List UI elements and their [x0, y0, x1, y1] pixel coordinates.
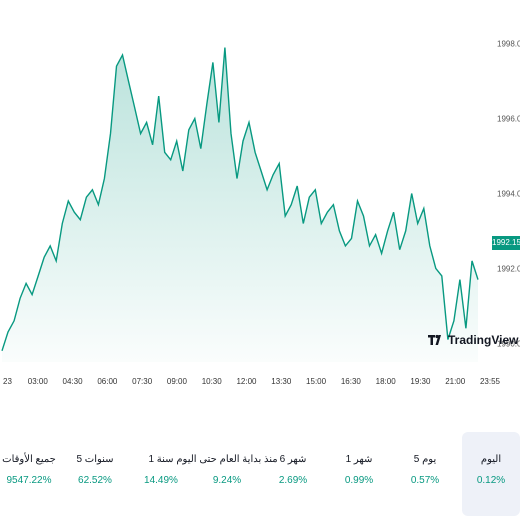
period-change: 0.99% [344, 475, 374, 486]
x-tick-label: 16:30 [341, 377, 362, 386]
price-line [1, 47, 479, 352]
last-price-label: 1992.15 [492, 236, 520, 250]
y-tick-label: 1994.00 [497, 190, 520, 199]
x-tick-label: 04:30 [63, 377, 84, 386]
y-tick-label: 1990.00 [497, 339, 520, 348]
x-tick-label: 13:30 [271, 377, 292, 386]
period-change: 0.12% [476, 475, 506, 486]
y-tick-label: 1992.00 [497, 264, 520, 273]
x-tick-label: 06:00 [97, 377, 118, 386]
tradingview-logo-icon [428, 334, 441, 345]
period-tile[interactable]: 1 سنة 14.49% [132, 432, 190, 516]
period-tile[interactable]: 5 يوم 0.57% [396, 432, 454, 516]
performance-periods: اليوم 0.12% 5 يوم 0.57% 1 شهر 0.99% 6 شهر 2.69%… [0, 432, 520, 517]
period-tile[interactable]: جميع الأوقات 9547.22% [0, 432, 58, 516]
price-chart[interactable]: 1998.00 1996.00 1994.00 1992.00 1990.00 23 03… [0, 0, 520, 395]
x-tick-label: 19:30 [410, 377, 431, 386]
period-tile[interactable]: 1 شهر 0.99% [330, 432, 388, 516]
price-area-fill [2, 47, 478, 362]
period-tile[interactable]: 5 سنوات 62.52% [66, 432, 124, 516]
x-tick-label: 10:30 [202, 377, 223, 386]
period-label: 1 شهر [345, 454, 373, 465]
x-tick-label: 23:55 [480, 377, 501, 386]
chart-svg[interactable]: 1998.00 1996.00 1994.00 1992.00 1990.00 23 03… [0, 0, 520, 395]
x-tick-label: 15:00 [306, 377, 327, 386]
period-tile[interactable]: 6 شهر 2.69% [264, 432, 322, 516]
period-change: 62.52% [78, 475, 112, 486]
period-label: 1 سنة [148, 454, 174, 465]
period-change: 2.69% [278, 475, 308, 486]
period-change: 0.57% [410, 475, 440, 486]
brand-name: TradingView [448, 333, 519, 347]
period-label: 5 سنوات [76, 454, 114, 465]
x-tick-label: 23 [3, 377, 12, 386]
x-tick-label: 07:30 [132, 377, 153, 386]
x-tick-label: 12:00 [236, 377, 257, 386]
period-change: 9547.22% [6, 475, 52, 486]
period-label: منذ بداية العام حتى اليوم [176, 454, 278, 465]
period-label: 6 شهر [279, 454, 307, 465]
period-change: 14.49% [144, 475, 178, 486]
x-tick-label: 03:00 [28, 377, 49, 386]
x-tick-label: 09:00 [167, 377, 188, 386]
y-tick-label: 1996.00 [497, 115, 520, 124]
x-tick-label: 21:00 [445, 377, 466, 386]
period-change: 9.24% [212, 475, 242, 486]
period-tile[interactable]: منذ بداية العام حتى اليوم 9.24% [176, 432, 277, 516]
period-label: اليوم [480, 454, 502, 465]
period-label: جميع الأوقات [2, 454, 56, 465]
y-tick-label: 1998.00 [497, 40, 520, 49]
tradingview-logo[interactable]: TradingView [428, 333, 518, 347]
period-tile[interactable]: اليوم 0.12% [462, 432, 520, 516]
period-label: 5 يوم [413, 454, 437, 465]
x-tick-label: 18:00 [376, 377, 397, 386]
